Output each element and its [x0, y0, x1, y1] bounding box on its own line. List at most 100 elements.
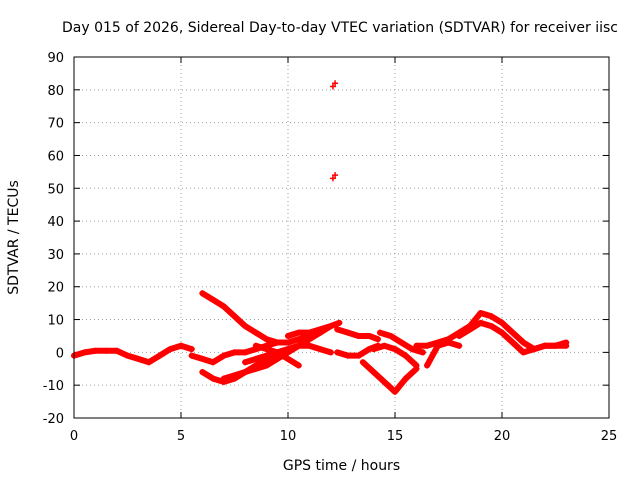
data-point: [456, 332, 463, 339]
data-point: [242, 369, 249, 376]
data-point: [252, 355, 259, 362]
data-point: [295, 362, 302, 369]
series-band: [71, 342, 195, 366]
x-tick-label: 25: [601, 429, 618, 444]
data-point: [263, 362, 270, 369]
series-band: [188, 339, 291, 366]
data-point: [92, 347, 99, 354]
data-point: [334, 349, 341, 356]
data-point: [295, 329, 302, 336]
data-point: [220, 352, 227, 359]
data-point: [306, 329, 313, 336]
x-tick-label: 15: [387, 429, 404, 444]
data-point: [274, 339, 281, 346]
data-point: [274, 349, 281, 356]
data-point: [113, 347, 120, 354]
y-tick-label: 90: [47, 51, 64, 66]
plot-frame: [73, 56, 610, 419]
data-point: [377, 329, 384, 336]
data-point: [477, 319, 484, 326]
chart-title: Day 015 of 2026, Sidereal Day-to-day VTE…: [62, 20, 618, 36]
data-point: [103, 347, 110, 354]
data-point: [210, 296, 217, 303]
data-point: [381, 378, 388, 385]
data-point: [252, 342, 259, 349]
data-point: [263, 346, 270, 353]
data-point: [306, 342, 313, 349]
data-point: [135, 355, 142, 362]
data-point: [499, 329, 505, 336]
series-band: [424, 339, 463, 369]
data-point: [355, 352, 362, 359]
data-point: [317, 326, 324, 333]
data-point: [285, 339, 291, 346]
data-point: [359, 359, 366, 366]
data-point: [466, 326, 473, 333]
data-point: [263, 336, 270, 343]
data-point: [355, 332, 362, 339]
data-point: [263, 352, 270, 359]
data-point: [210, 359, 217, 366]
data-point: [327, 323, 334, 330]
data-point: [210, 375, 217, 382]
data-point: [124, 352, 131, 359]
data-point: [329, 83, 336, 90]
data-point: [398, 339, 405, 346]
series-arc2: [199, 290, 313, 346]
data-point: [509, 329, 516, 336]
y-tick-label: 70: [47, 117, 64, 132]
data-point: [242, 323, 249, 330]
y-tick-label: -20: [43, 412, 64, 427]
x-tick-label: 20: [494, 429, 511, 444]
data-point: [374, 336, 381, 343]
data-point: [413, 342, 420, 349]
data-point: [188, 346, 195, 353]
data-point: [295, 342, 302, 349]
grid: [74, 57, 609, 418]
y-tick-label: 60: [47, 149, 64, 164]
data-point: [332, 80, 339, 87]
data-point: [424, 342, 431, 349]
data-point: [285, 332, 291, 339]
y-tick-label: 20: [47, 281, 64, 296]
series-band: [456, 319, 570, 356]
data-point: [419, 349, 426, 356]
y-tick-label: 80: [47, 84, 64, 99]
data-point: [488, 313, 495, 320]
data-point: [332, 172, 339, 179]
data-point: [285, 355, 291, 362]
data-point: [242, 349, 249, 356]
data-point: [366, 332, 373, 339]
data-point: [387, 332, 394, 339]
y-axis: -20 -10 0 10 20 30 40 50 60 70 80 90: [43, 51, 609, 427]
series-band: [359, 359, 420, 395]
data-point: [329, 175, 336, 182]
data-point: [488, 323, 495, 330]
data-point: [392, 346, 398, 353]
data-point: [199, 355, 206, 362]
data-point: [402, 375, 409, 382]
x-tick-label: 10: [280, 429, 297, 444]
data-point: [306, 336, 313, 343]
y-tick-label: 50: [47, 182, 64, 197]
data-point: [334, 326, 341, 333]
series-arc8: [334, 326, 381, 343]
y-tick-label: -10: [43, 379, 64, 394]
y-axis-label: SDTVAR / TECUs: [6, 180, 22, 295]
data-point: [434, 342, 441, 349]
x-axis-label: GPS time / hours: [283, 458, 400, 474]
data-point: [402, 352, 409, 359]
y-tick-label: 0: [56, 346, 64, 361]
data-point: [413, 362, 420, 369]
data-point: [231, 313, 238, 320]
data-point: [199, 290, 206, 297]
data-point: [520, 349, 527, 356]
data-point: [509, 339, 516, 346]
series-main: [71, 342, 195, 366]
series-arc11: [359, 359, 420, 395]
y-tick-label: 30: [47, 248, 64, 263]
data-point: [541, 342, 548, 349]
data-point: [252, 329, 259, 336]
data-point: [317, 346, 324, 353]
